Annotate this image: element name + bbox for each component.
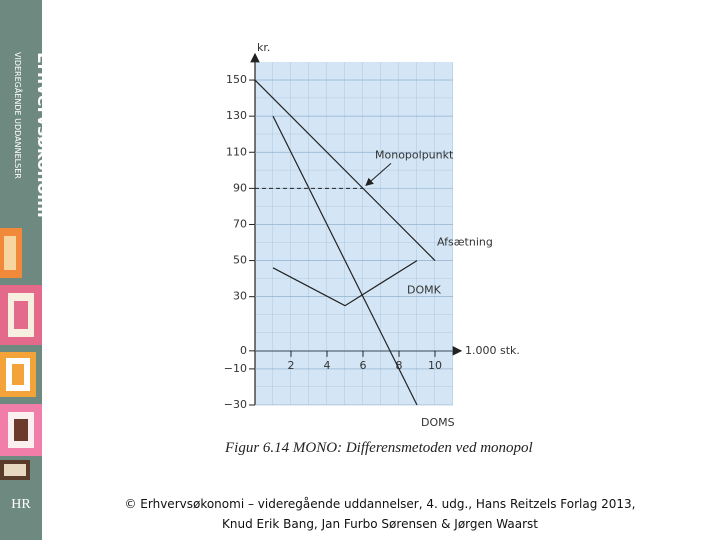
series-label: DOMK [407,284,442,297]
y-axis-label: kr. [257,41,270,54]
decor [0,228,42,480]
annotation-arrow [365,162,392,187]
series-line [272,115,418,406]
x-tick-label: 6 [360,359,367,372]
footer-line: © Erhvervsøkonomi – videregående uddanne… [124,497,635,511]
y-tick-label: 30 [233,290,247,303]
y-tick-label: −30 [224,398,247,411]
x-tick-label: 8 [396,359,403,372]
sidebar-subtitle: VIDEREGÅENDE UDDANNELSER [13,52,24,179]
y-tick-label: 50 [233,254,247,267]
y-tick-label: 0 [240,344,247,357]
caption: Figur 6.14 MONO: Differensmetoden ved mo… [224,440,533,456]
minor-grid [255,62,453,405]
sidebar: Erhvervsøkonomi VIDEREGÅENDE UDDANNELSER… [0,0,53,540]
y-tick-label: 90 [233,181,247,194]
x-axis-label: 1.000 stk. [465,344,520,357]
x-tick-label: 4 [324,359,331,372]
x-tick-label: 10 [428,359,442,372]
annotation: Monopolpunkt [375,148,454,161]
series-line [272,260,418,307]
logo: HR [11,497,31,512]
series-line [254,79,436,262]
y-tick-label: 70 [233,217,247,230]
x-tick-label: 2 [288,359,295,372]
y-tick-label: 110 [226,145,247,158]
y-tick-label: 150 [226,73,247,86]
y-tick-label: −10 [224,362,247,375]
series-label: Afsætning [437,236,493,249]
footer-line: Knud Erik Bang, Jan Furbo Sørensen & Jør… [222,517,538,531]
chart: kr. 1.000 stk. 150 130 110 90 70 50 30 0 −10 −30 2 4 6… [224,41,520,429]
y-tick-label: 130 [226,109,247,122]
sidebar-title: Erhvervsøkonomi [33,52,53,218]
series-label: DOMS [421,416,455,429]
